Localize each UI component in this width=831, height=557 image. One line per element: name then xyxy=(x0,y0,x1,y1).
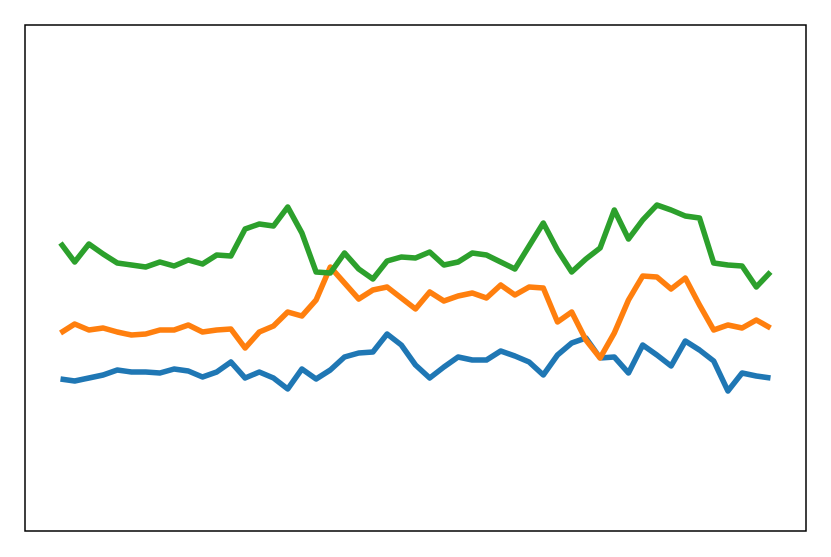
data-line xyxy=(60,331,771,394)
data-line xyxy=(58,202,773,290)
plot-frame xyxy=(24,24,807,532)
data-line xyxy=(59,264,772,361)
